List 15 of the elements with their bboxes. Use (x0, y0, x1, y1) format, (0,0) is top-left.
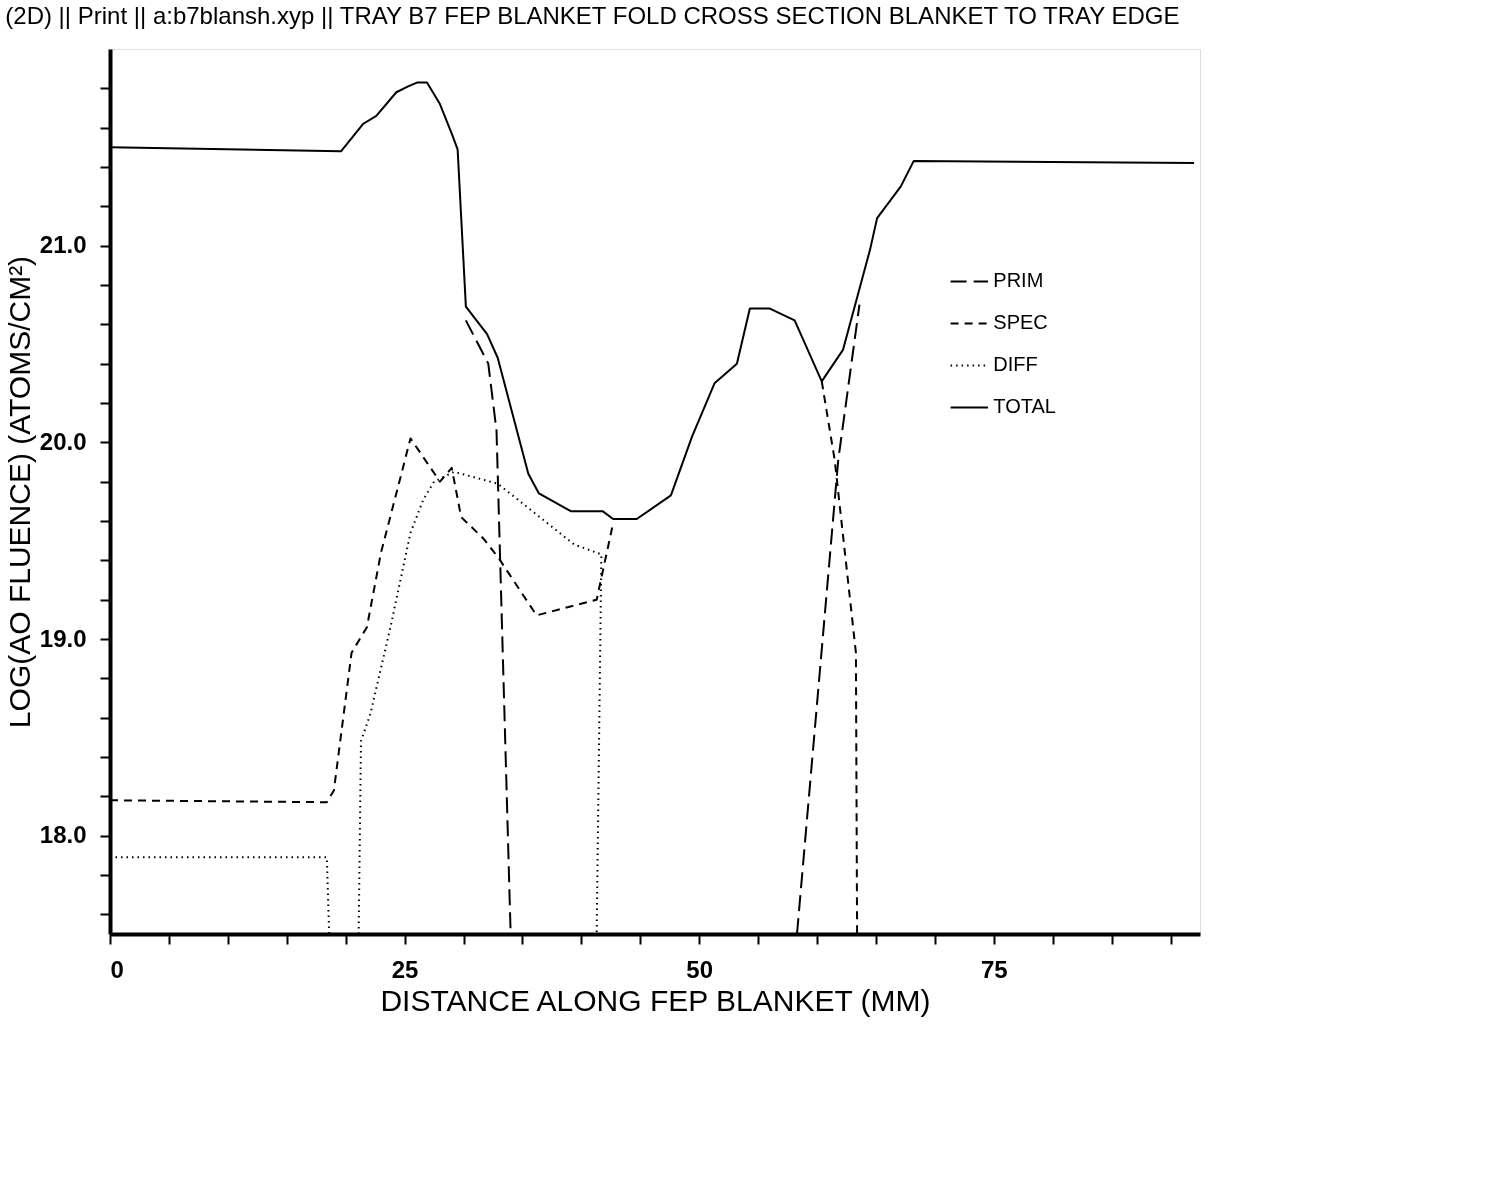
x-axis-title: DISTANCE ALONG FEP BLANKET (MM) (380, 983, 931, 1017)
y-axis-title: LOG(AO FLUENCE) (ATOMS/CM²) (2, 255, 36, 729)
x-tick-label: 0 (110, 955, 124, 983)
x-tick-label: 75 (980, 955, 1008, 983)
y-tick-label: 20.0 (39, 427, 87, 455)
chart-title: (2D) || Print || a:b7blansh.xyp || TRAY B7 FEP BLANKET FOLD CROSS SECTION BLANKET TO TRAY EDGE (5, 2, 1180, 29)
y-tick-label: 19.0 (39, 624, 87, 652)
y-tick-label: 21.0 (39, 231, 87, 259)
legend-label: TOTAL (993, 395, 1056, 418)
x-tick-label: 50 (686, 955, 714, 983)
y-tick-label: 18.0 (39, 821, 87, 849)
legend-label: DIFF (993, 353, 1038, 376)
legend-label: SPEC (993, 311, 1048, 334)
legend-label: PRIM (993, 269, 1044, 292)
x-tick-label: 25 (391, 955, 419, 983)
